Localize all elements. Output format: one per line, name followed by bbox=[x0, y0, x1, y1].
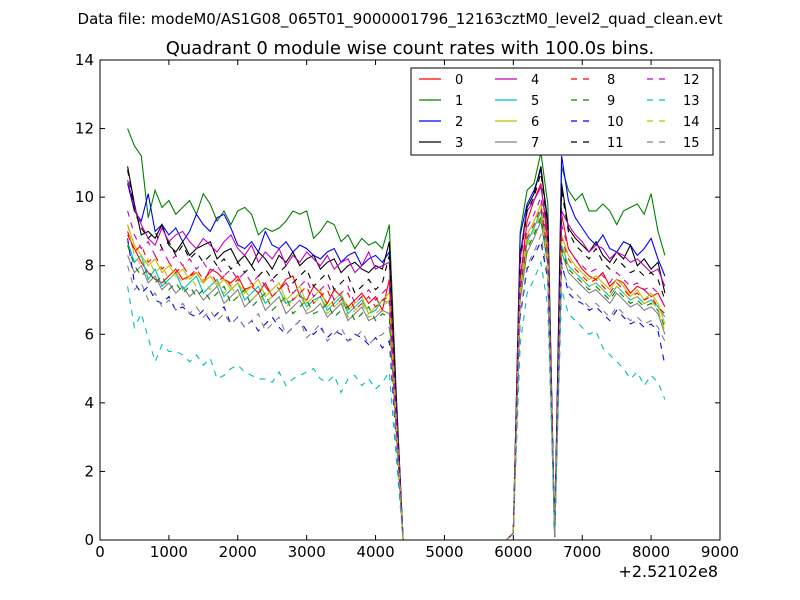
legend-label-15: 15 bbox=[683, 136, 700, 151]
y-tick-label: 4 bbox=[84, 394, 94, 412]
x-tick-label: 3000 bbox=[288, 543, 326, 561]
x-tick-label: 9000 bbox=[701, 543, 739, 561]
y-tick-label: 2 bbox=[84, 462, 94, 480]
y-tick-label: 6 bbox=[84, 325, 94, 343]
y-tick-label: 8 bbox=[84, 257, 94, 275]
legend-label-1: 1 bbox=[455, 94, 463, 109]
suptitle: Data file: modeM0/AS1G08_065T01_90000017… bbox=[78, 10, 723, 29]
legend-label-10: 10 bbox=[607, 115, 624, 130]
legend-label-3: 3 bbox=[455, 136, 463, 151]
series-line-6 bbox=[127, 201, 666, 540]
series-line-10 bbox=[127, 238, 666, 540]
series-line-2 bbox=[127, 155, 666, 540]
x-tick-label: 4000 bbox=[356, 543, 394, 561]
series-line-15 bbox=[127, 232, 666, 540]
x-axis-ticks: 0 1000 2000 3000 4000 5000 6000 7000 8000 9000 bbox=[95, 60, 739, 561]
series-line-14 bbox=[127, 212, 666, 540]
x-tick-label: 2000 bbox=[219, 543, 257, 561]
legend-label-8: 8 bbox=[607, 73, 615, 88]
legend-label-7: 7 bbox=[531, 136, 539, 151]
x-tick-label: 7000 bbox=[563, 543, 601, 561]
series-line-0 bbox=[127, 183, 666, 540]
legend-label-4: 4 bbox=[531, 73, 539, 88]
series-line-4 bbox=[127, 179, 666, 540]
x-tick-label: 0 bbox=[95, 543, 105, 561]
x-offset-label: +2.52102e8 bbox=[618, 562, 718, 581]
y-tick-label: 12 bbox=[75, 120, 94, 138]
series-line-3 bbox=[127, 166, 666, 540]
x-tick-label: 5000 bbox=[425, 543, 463, 561]
legend-label-2: 2 bbox=[455, 115, 463, 130]
series-line-1 bbox=[127, 128, 666, 540]
legend-label-14: 14 bbox=[683, 115, 700, 130]
legend-label-13: 13 bbox=[683, 94, 700, 109]
axes-frame bbox=[99, 59, 721, 541]
x-tick-label: 8000 bbox=[632, 543, 670, 561]
y-tick-label: 0 bbox=[84, 531, 94, 549]
legend-label-12: 12 bbox=[683, 73, 700, 88]
plot-area bbox=[99, 59, 721, 541]
series-line-9 bbox=[127, 215, 666, 540]
series-line-5 bbox=[127, 208, 666, 540]
y-tick-label: 10 bbox=[75, 188, 94, 206]
series-lines bbox=[127, 128, 666, 540]
series-line-11 bbox=[127, 169, 666, 540]
legend-frame bbox=[410, 67, 714, 156]
y-tick-label: 14 bbox=[75, 51, 94, 69]
legend-label-11: 11 bbox=[607, 136, 624, 151]
legend-label-9: 9 bbox=[607, 94, 615, 109]
chart-title: Quadrant 0 module wise count rates with … bbox=[166, 38, 655, 59]
series-line-12 bbox=[127, 194, 666, 540]
legend-label-0: 0 bbox=[455, 73, 463, 88]
legend-label-5: 5 bbox=[531, 94, 539, 109]
x-tick-label: 6000 bbox=[494, 543, 532, 561]
legend-label-6: 6 bbox=[531, 115, 539, 130]
x-tick-label: 1000 bbox=[150, 543, 188, 561]
